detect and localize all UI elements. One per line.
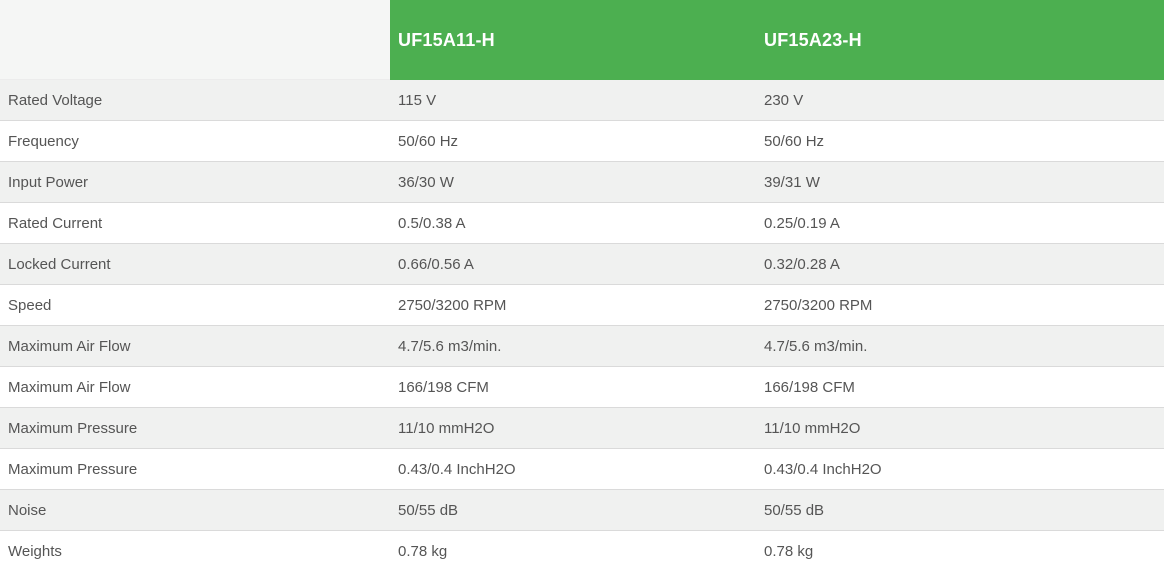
spec-value: 0.32/0.28 A — [764, 255, 840, 273]
table-row: Noise 50/55 dB 50/55 dB — [0, 490, 1164, 531]
spec-value: 4.7/5.6 m3/min. — [764, 337, 868, 355]
spec-label: Maximum Pressure — [8, 460, 138, 478]
spec-value: 39/31 W — [764, 173, 820, 191]
spec-value: 4.7/5.6 m3/min. — [398, 337, 502, 355]
spec-value: 36/30 W — [398, 173, 454, 191]
spec-value: 0.43/0.4 InchH2O — [764, 460, 882, 478]
spec-label: Input Power — [8, 173, 89, 191]
spec-label: Speed — [8, 296, 52, 314]
spec-value: 0.43/0.4 InchH2O — [398, 460, 516, 478]
spec-value: 50/60 Hz — [398, 132, 459, 150]
spec-value: 11/10 mmH2O — [764, 419, 861, 437]
table-row: Maximum Air Flow 166/198 CFM 166/198 CFM — [0, 367, 1164, 408]
spec-label: Frequency — [8, 132, 79, 150]
spec-label: Locked Current — [8, 255, 111, 273]
spec-value: 50/60 Hz — [764, 132, 825, 150]
column-header-uf15a23-h: UF15A23-H — [756, 0, 1164, 80]
table-row: Maximum Pressure 0.43/0.4 InchH2O 0.43/0… — [0, 449, 1164, 490]
spec-value: 50/55 dB — [764, 501, 825, 519]
spec-value: 0.78 kg — [398, 542, 448, 560]
table-row: Maximum Air Flow 4.7/5.6 m3/min. 4.7/5.6… — [0, 326, 1164, 367]
spec-value: 0.66/0.56 A — [398, 255, 474, 273]
spec-value: 166/198 CFM — [398, 378, 489, 396]
spec-value: 50/55 dB — [398, 501, 459, 519]
table-row: Rated Voltage 115 V 230 V — [0, 80, 1164, 121]
spec-value: 115 V — [398, 91, 437, 109]
spec-label: Maximum Air Flow — [8, 378, 131, 396]
column-header-uf15a11-h: UF15A11-H — [390, 0, 756, 80]
spec-value: 0.5/0.38 A — [398, 214, 466, 232]
header-corner-cell — [0, 0, 390, 80]
spec-label: Weights — [8, 542, 62, 560]
spec-value: 2750/3200 RPM — [764, 296, 873, 314]
table-row: Input Power 36/30 W 39/31 W — [0, 162, 1164, 203]
table-row: Frequency 50/60 Hz 50/60 Hz — [0, 121, 1164, 162]
spec-value: 0.78 kg — [764, 542, 814, 560]
spec-value: 0.25/0.19 A — [764, 214, 840, 232]
table-header-row: UF15A11-H UF15A23-H — [0, 0, 1164, 80]
table-body: Rated Voltage 115 V 230 V Frequency 50/6… — [0, 80, 1164, 569]
spec-label: Maximum Air Flow — [8, 337, 131, 355]
table-row: Speed 2750/3200 RPM 2750/3200 RPM — [0, 285, 1164, 326]
spec-label: Maximum Pressure — [8, 419, 138, 437]
table-row: Maximum Pressure 11/10 mmH2O 11/10 mmH2O — [0, 408, 1164, 449]
spec-label: Noise — [8, 501, 47, 519]
table-row: Rated Current 0.5/0.38 A 0.25/0.19 A — [0, 203, 1164, 244]
spec-value: 11/10 mmH2O — [398, 419, 495, 437]
spec-value: 166/198 CFM — [764, 378, 855, 396]
spec-label: Rated Current — [8, 214, 103, 232]
table-row: Locked Current 0.66/0.56 A 0.32/0.28 A — [0, 244, 1164, 285]
spec-value: 2750/3200 RPM — [398, 296, 507, 314]
table-row: Weights 0.78 kg 0.78 kg — [0, 531, 1164, 569]
spec-label: Rated Voltage — [8, 91, 103, 109]
spec-value: 230 V — [764, 91, 804, 109]
